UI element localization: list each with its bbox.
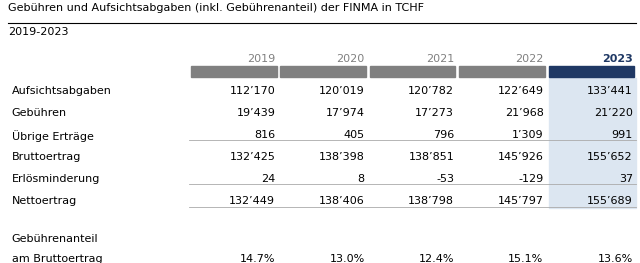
- Text: 17’974: 17’974: [326, 108, 365, 118]
- Text: Gebühren und Aufsichtsabgaben (inkl. Gebührenanteil) der FINMA in TCHF: Gebühren und Aufsichtsabgaben (inkl. Geb…: [8, 3, 424, 13]
- Text: 132’425: 132’425: [229, 151, 275, 162]
- Bar: [370, 66, 456, 77]
- Text: 816: 816: [254, 130, 275, 140]
- Text: Übrige Erträge: Übrige Erträge: [12, 130, 93, 141]
- Text: 155’652: 155’652: [588, 151, 633, 162]
- Text: -53: -53: [436, 174, 454, 184]
- Text: Gebührenanteil: Gebührenanteil: [12, 234, 98, 244]
- Text: Aufsichtsabgaben: Aufsichtsabgaben: [12, 85, 111, 95]
- Text: 24: 24: [261, 174, 275, 184]
- Text: am Bruttoertrag: am Bruttoertrag: [12, 254, 102, 263]
- Bar: [191, 66, 276, 77]
- Text: Gebühren: Gebühren: [12, 108, 67, 118]
- Text: 21’968: 21’968: [504, 108, 543, 118]
- Text: 138’851: 138’851: [408, 151, 454, 162]
- Text: 13.6%: 13.6%: [598, 254, 633, 263]
- Text: 112’170: 112’170: [230, 85, 275, 95]
- Text: 19’439: 19’439: [236, 108, 275, 118]
- Text: 138’798: 138’798: [408, 196, 454, 206]
- Text: 14.7%: 14.7%: [240, 254, 275, 263]
- Text: 991: 991: [612, 130, 633, 140]
- Text: 2022: 2022: [515, 54, 543, 64]
- Text: 132’449: 132’449: [229, 196, 275, 206]
- Text: 122’649: 122’649: [497, 85, 543, 95]
- Text: 21’220: 21’220: [594, 108, 633, 118]
- Text: 13.0%: 13.0%: [330, 254, 365, 263]
- Text: Bruttoertrag: Bruttoertrag: [12, 151, 81, 162]
- Bar: [460, 66, 545, 77]
- Text: 155’689: 155’689: [587, 196, 633, 206]
- Text: 15.1%: 15.1%: [508, 254, 543, 263]
- Text: 2019-2023: 2019-2023: [8, 27, 69, 37]
- Bar: [548, 66, 634, 77]
- Text: 2020: 2020: [337, 54, 365, 64]
- Text: Erlösminderung: Erlösminderung: [12, 174, 100, 184]
- Text: 405: 405: [344, 130, 365, 140]
- Text: 145’797: 145’797: [497, 196, 543, 206]
- Text: 133’441: 133’441: [587, 85, 633, 95]
- Text: 120’782: 120’782: [408, 85, 454, 95]
- Text: 138’398: 138’398: [319, 151, 365, 162]
- Text: -129: -129: [518, 174, 543, 184]
- Text: 145’926: 145’926: [498, 151, 543, 162]
- Bar: [280, 66, 366, 77]
- Text: 2021: 2021: [426, 54, 454, 64]
- Text: 12.4%: 12.4%: [419, 254, 454, 263]
- Text: 138’406: 138’406: [319, 196, 365, 206]
- Text: 8: 8: [358, 174, 365, 184]
- Text: 2019: 2019: [247, 54, 275, 64]
- Text: 120’019: 120’019: [319, 85, 365, 95]
- Text: 37: 37: [619, 174, 633, 184]
- Text: 1’309: 1’309: [512, 130, 543, 140]
- Text: Nettoertrag: Nettoertrag: [12, 196, 77, 206]
- Text: 2023: 2023: [602, 54, 633, 64]
- Text: 796: 796: [433, 130, 454, 140]
- Text: 17’273: 17’273: [415, 108, 454, 118]
